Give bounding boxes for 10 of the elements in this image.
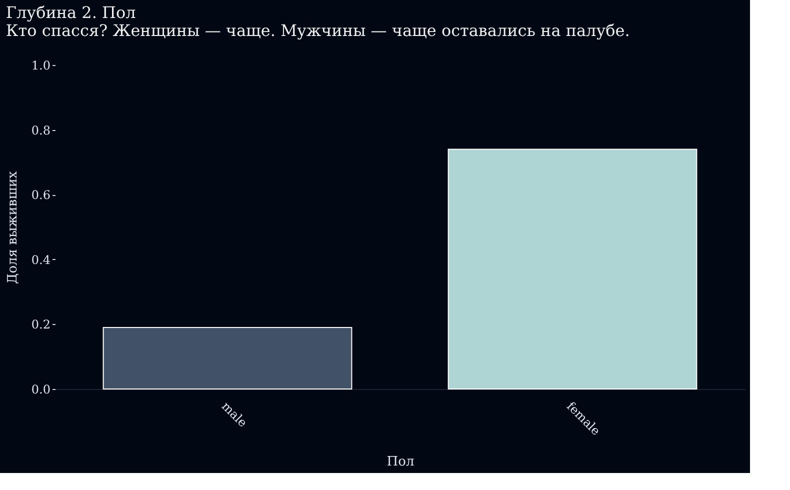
y-tick-label: 0.4: [31, 252, 51, 267]
y-tick-label: 0.2: [31, 318, 50, 332]
chart-subtitle: Кто спасся? Женщины — чаще. Мужчины — чаще оставались на палубе.: [6, 21, 630, 40]
y-axis-title: Доля выживших: [5, 170, 20, 284]
y-tick-label: 0.6: [31, 188, 50, 202]
y-tick-label: 0.0: [31, 382, 50, 396]
x-axis-title: Пол: [386, 454, 414, 470]
chart-title: Глубина 2. Пол: [6, 3, 136, 22]
y-tick-label: 1.0: [31, 58, 50, 72]
y-tick-label: 0.8: [31, 123, 50, 138]
